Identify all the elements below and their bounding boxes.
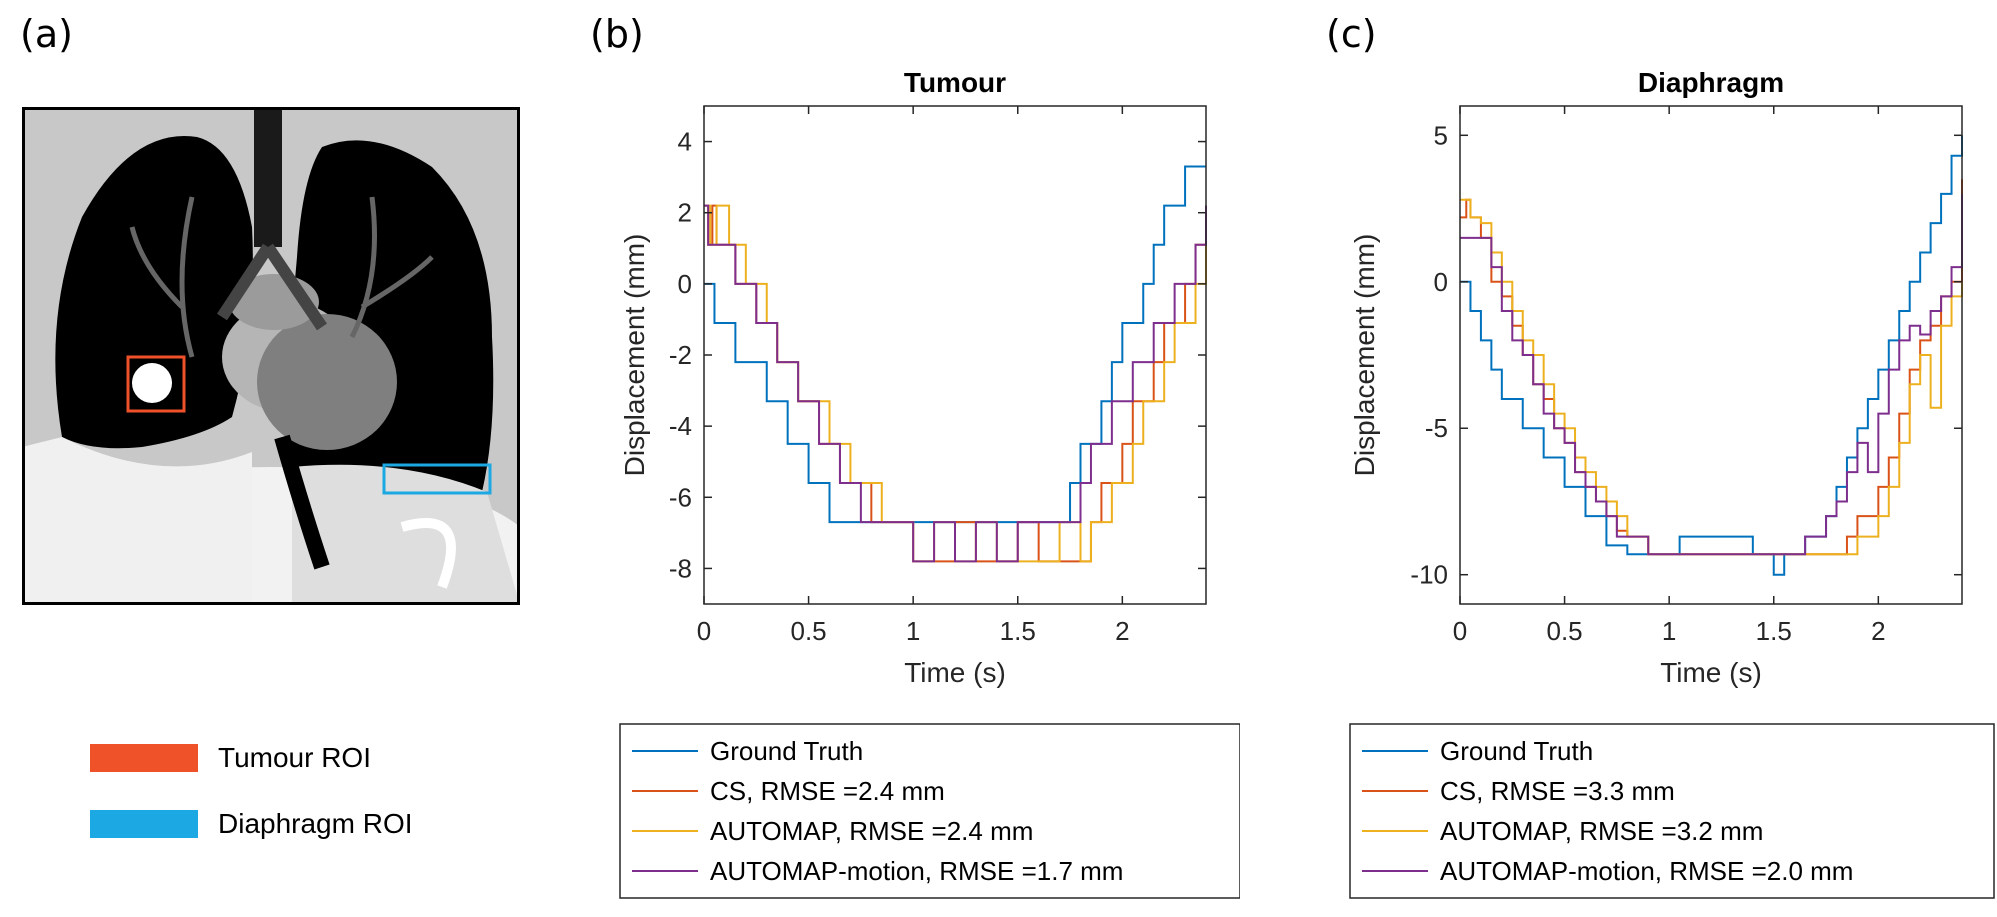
y-tick-label: 2 bbox=[678, 198, 692, 228]
y-axis-label: Displacement (mm) bbox=[1349, 234, 1380, 477]
panel-a-letter: (a) bbox=[20, 12, 73, 56]
roi-legend-tumour: Tumour ROI bbox=[90, 742, 371, 774]
diaphragm-roi-box bbox=[382, 463, 492, 495]
tumour-roi-label: Tumour ROI bbox=[218, 742, 371, 773]
y-tick-label: 4 bbox=[678, 127, 692, 157]
legend-label-3: AUTOMAP-motion, RMSE =2.0 mm bbox=[1440, 856, 1853, 886]
y-tick-label: -10 bbox=[1410, 560, 1448, 590]
x-tick-label: 1 bbox=[1662, 616, 1676, 646]
diaphragm-roi-label: Diaphragm ROI bbox=[218, 808, 413, 839]
y-tick-label: 0 bbox=[1434, 267, 1448, 297]
y-axis-label: Displacement (mm) bbox=[619, 234, 650, 477]
legend-label-1: CS, RMSE =3.3 mm bbox=[1440, 776, 1675, 806]
x-tick-label: 1.5 bbox=[1756, 616, 1792, 646]
y-tick-label: 5 bbox=[1434, 120, 1448, 150]
y-tick-label: -4 bbox=[669, 411, 692, 441]
series-line-1 bbox=[704, 204, 1207, 563]
x-tick-label: 0 bbox=[1453, 616, 1467, 646]
legend-label-0: Ground Truth bbox=[1440, 736, 1593, 766]
series-line-2 bbox=[1460, 198, 1963, 556]
chart-title: Tumour bbox=[904, 67, 1006, 98]
x-tick-label: 0.5 bbox=[791, 616, 827, 646]
series-line-0 bbox=[704, 165, 1206, 524]
y-tick-label: -5 bbox=[1425, 413, 1448, 443]
series-line-2 bbox=[704, 204, 1207, 563]
tumour-roi-box bbox=[126, 355, 186, 413]
series-line-3 bbox=[704, 204, 1207, 563]
series-line-1 bbox=[1460, 179, 1963, 556]
diaphragm-chart: Diaphragm 0 0.5 1 1.5 2 5 0 -5 -10 Time (s) Displac… bbox=[1349, 67, 1995, 899]
legend-label-3: AUTOMAP-motion, RMSE =1.7 mm bbox=[710, 856, 1123, 886]
x-axis-label: Time (s) bbox=[1660, 657, 1762, 688]
y-tick-label: -6 bbox=[669, 482, 692, 512]
tumour-chart: Tumour 0 0.5 1 1.5 2 4 2 0 -2 -4 -6 -8 Time (s) Displa… bbox=[619, 67, 1240, 899]
roi-legend-diaphragm: Diaphragm ROI bbox=[90, 808, 413, 840]
legend-label-0: Ground Truth bbox=[710, 736, 863, 766]
x-tick-label: 2 bbox=[1115, 616, 1129, 646]
legend-box bbox=[1349, 723, 1995, 899]
lung-phantom-image bbox=[22, 107, 520, 605]
y-tick-label: -2 bbox=[669, 340, 692, 370]
series-line-3 bbox=[1460, 193, 1963, 556]
x-tick-label: 0.5 bbox=[1547, 616, 1583, 646]
legend-label-2: AUTOMAP, RMSE =3.2 mm bbox=[1440, 816, 1763, 846]
legend-label-1: CS, RMSE =2.4 mm bbox=[710, 776, 945, 806]
y-tick-label: 0 bbox=[678, 269, 692, 299]
tumour-roi-swatch bbox=[90, 744, 198, 772]
y-tick-label: -8 bbox=[669, 553, 692, 583]
x-tick-label: 0 bbox=[697, 616, 711, 646]
plot-frame bbox=[1459, 105, 1963, 605]
panel-c-letter: (c) bbox=[1326, 12, 1377, 56]
legend-label-2: AUTOMAP, RMSE =2.4 mm bbox=[710, 816, 1033, 846]
x-tick-label: 1.5 bbox=[1000, 616, 1036, 646]
chart-title: Diaphragm bbox=[1638, 67, 1784, 98]
x-tick-label: 2 bbox=[1871, 616, 1885, 646]
x-tick-label: 1 bbox=[906, 616, 920, 646]
panel-b-letter: (b) bbox=[590, 12, 644, 56]
diaphragm-roi-swatch bbox=[90, 810, 198, 838]
x-axis-label: Time (s) bbox=[904, 657, 1006, 688]
legend-box bbox=[619, 723, 1240, 899]
